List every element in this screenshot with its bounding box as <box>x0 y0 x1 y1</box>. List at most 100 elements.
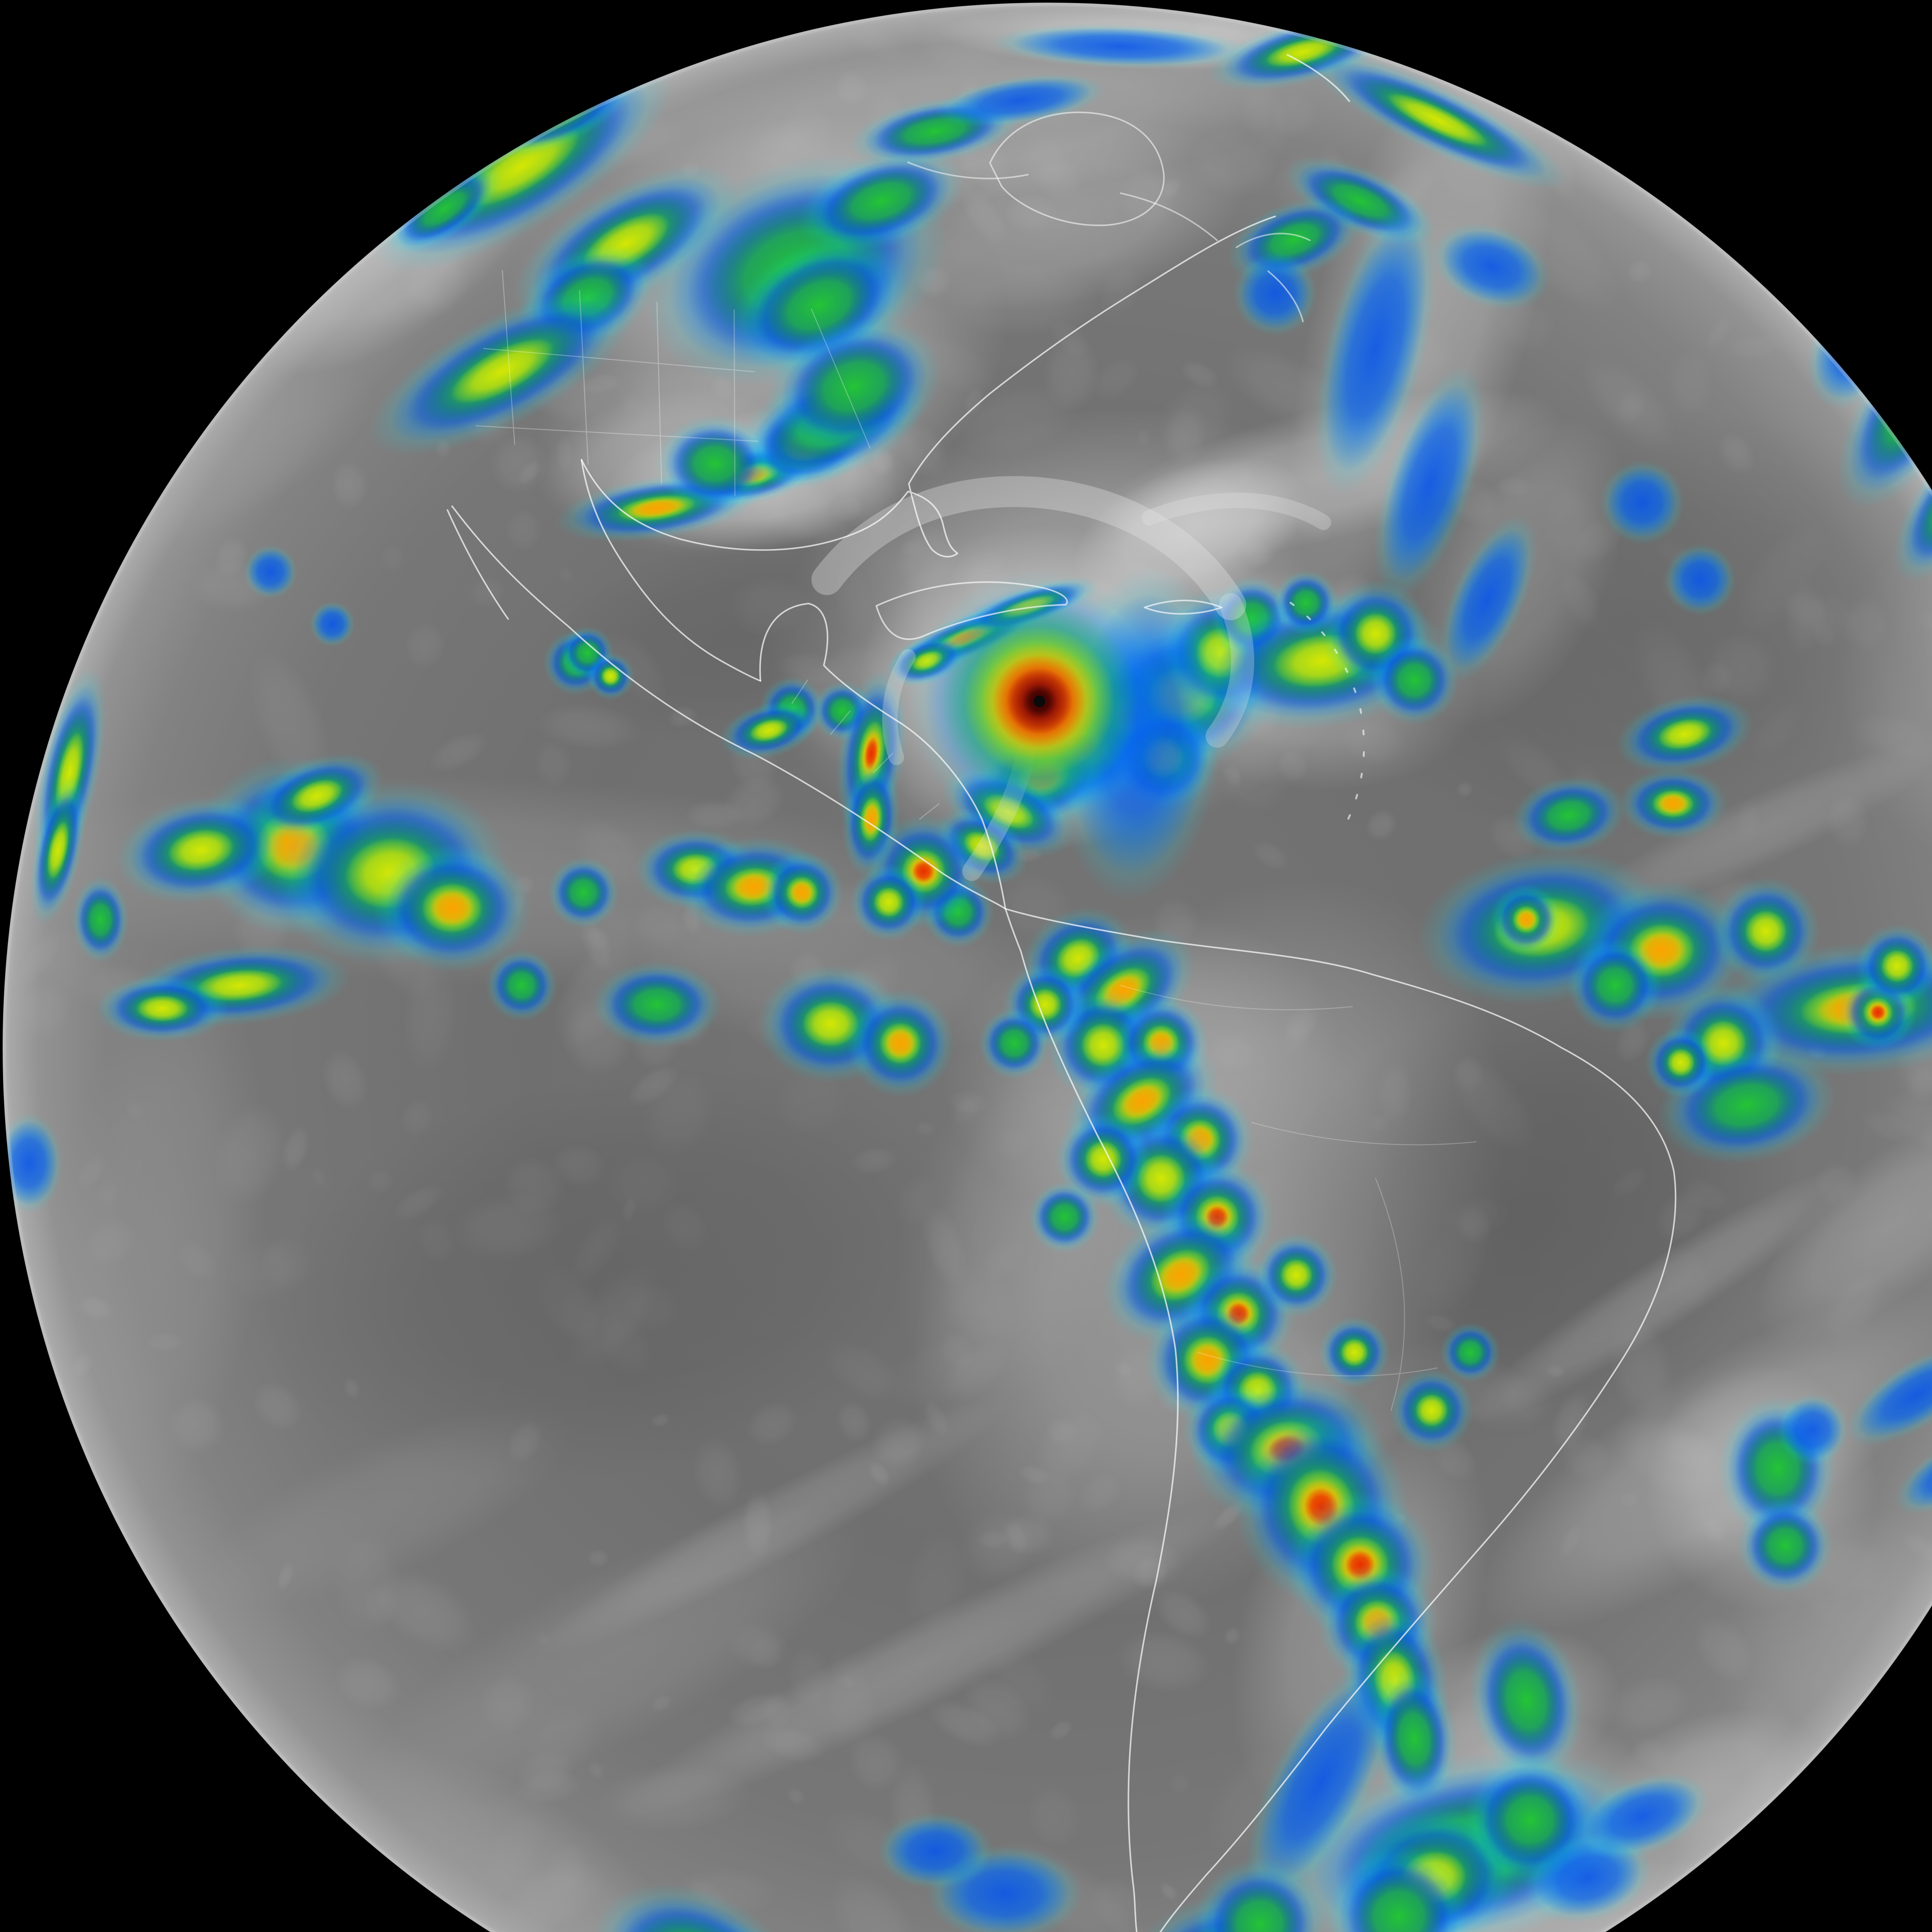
coast-mexico-east <box>581 459 761 682</box>
natl-front-blue-3-blue-ring <box>1383 385 1477 581</box>
cloud-texture <box>1882 1091 1932 1160</box>
top-limb-streak-blue-ring <box>1012 28 1229 65</box>
cloud-texture <box>468 577 506 608</box>
peru-cell-4-green-ring <box>1043 1195 1087 1239</box>
west-limb-low-blue-ring <box>3 1121 57 1205</box>
cloud-texture <box>1607 1676 1691 1734</box>
cloud-texture <box>1365 809 1398 841</box>
peru-cell-2 <box>978 1007 1050 1079</box>
itcz-atl-cell-12-green-ring <box>1586 956 1645 1015</box>
satl-streak-2-blue-ring <box>1905 1437 1932 1507</box>
cloud-texture <box>1116 1629 1212 1694</box>
itcz-pac-cell-8-orange-ring <box>790 881 814 905</box>
se-brazil-rain-3 <box>1776 1394 1848 1466</box>
brazil-cell-1 <box>1254 1233 1338 1317</box>
argentina-cell-3-green-ring <box>1388 1694 1441 1783</box>
uruguay-rain <box>1469 1618 1583 1782</box>
cloud-texture <box>380 544 405 573</box>
cloud-texture <box>587 1761 606 1779</box>
itcz-pac-cell-9-green-ring <box>617 978 697 1031</box>
brazil-cell-2-yellow-ring <box>1340 1338 1368 1366</box>
satl-streak-2 <box>1895 1430 1932 1514</box>
bc-coast-rain <box>387 163 502 254</box>
cloud-texture <box>1704 315 1733 352</box>
ne-limb-streak-yellow-ring <box>1387 93 1488 147</box>
peru-cell-3-yellow-ring <box>1085 1141 1122 1178</box>
west-limb-streak-2-yellow-ring <box>47 821 69 879</box>
colombia-coast-cell <box>850 863 928 941</box>
cloud-bottom-left-rim <box>349 1745 694 1932</box>
itcz-atl-cell-11 <box>1512 776 1626 854</box>
dark-north-atlantic <box>1326 408 1932 844</box>
azores-shower-2 <box>1664 544 1736 616</box>
itcz-atl-cell-5-yellow-ring <box>1745 910 1787 952</box>
natl-front-blue-1 <box>1432 223 1551 310</box>
itcz-atl-cell-3-yellow-ring <box>1658 719 1711 750</box>
outflow-striation-ne <box>1142 493 1331 530</box>
cloud-texture <box>534 740 573 789</box>
newfoundland-rain2-blue-ring <box>1240 259 1310 329</box>
cloud-texture <box>333 1655 401 1711</box>
falkland-storm-sw-green-ring <box>1355 1872 1443 1932</box>
itcz-atl-cell-3 <box>1616 694 1754 774</box>
itcz-atl-cell-9 <box>1855 924 1932 1008</box>
cloud-texture <box>1092 357 1141 400</box>
pac-shower-1-blue-ring <box>248 549 293 595</box>
dark-east-pacific <box>255 1067 981 1483</box>
cloud-texture <box>1168 1773 1191 1795</box>
coast-baja-california <box>447 509 509 620</box>
itcz-pac-cell-4b <box>95 975 230 1042</box>
itcz-atl-cell-9-yellow-ring <box>1881 950 1913 982</box>
hispaniola-north-cell-green-ring <box>1286 583 1326 623</box>
scotia-sea-rain-blue-ring <box>1586 1780 1699 1852</box>
west-limb-streak-2 <box>29 775 87 925</box>
natl-front-blue-2-blue-ring <box>1324 224 1427 471</box>
natl-front-blue-4 <box>1438 515 1537 683</box>
missouri-rain-green-ring <box>800 344 908 429</box>
west-limb-cluster <box>116 796 286 904</box>
se-brazil-rain-2 <box>1737 1498 1833 1594</box>
streak-south-2 <box>533 1395 1012 1657</box>
limb-highlight <box>3 3 1932 1932</box>
guatemala-cells-yellow-ring <box>750 719 788 742</box>
satl-streak-1-blue-ring <box>1857 1352 1932 1438</box>
ne-limb-streak <box>1307 50 1568 189</box>
drake-rain-2-blue-ring <box>887 1819 983 1883</box>
natl-front-blue-4-blue-ring <box>1446 529 1529 669</box>
new-mexico-storm <box>369 286 636 456</box>
itcz-pac-cell-4b-yellow-ring <box>136 995 188 1022</box>
itcz-pac-cell-3 <box>373 844 531 973</box>
outflow-arm-east <box>1206 593 1254 748</box>
streak-south-atlantic <box>1466 1165 1857 1424</box>
falkland-storm-ne <box>1464 1754 1596 1886</box>
pac-shower-2 <box>310 601 355 647</box>
coast-mexico-west <box>451 505 1006 910</box>
azores-shower-1-blue-ring <box>1607 467 1677 537</box>
coast-hispaniola <box>1144 600 1223 615</box>
colombia-coast-cell-yellow-ring <box>874 887 904 917</box>
natl-front-blue-3 <box>1374 366 1486 600</box>
mexico-coast-dot-2 <box>587 652 634 700</box>
brazil-interior-cell <box>1645 1027 1717 1099</box>
hurricane-eye <box>1034 696 1045 707</box>
scotia-rain <box>1194 1858 1326 1932</box>
cloud-texture <box>504 508 542 551</box>
peru-cell-2-green-ring <box>992 1021 1036 1065</box>
pac-shower-2-blue-ring <box>313 605 351 643</box>
mexico-coast-dot-2-yellow-ring <box>601 667 620 685</box>
falkland-storm-sw <box>1327 1845 1471 1932</box>
cloud-texture <box>587 1548 610 1568</box>
itcz-atl-cell-12 <box>1567 937 1663 1033</box>
cloud-texture <box>829 1874 917 1932</box>
itcz-atl-cell-2-orange-ring <box>1658 794 1689 814</box>
cloud-texture <box>1725 334 1782 360</box>
antarctic-arc-nw <box>593 1883 798 1932</box>
missouri-rain <box>767 317 941 456</box>
itcz-atl-cell-2 <box>1619 768 1727 840</box>
streak-north-atlantic <box>1574 743 1932 918</box>
cloud-north-pacific-streak <box>88 370 375 558</box>
puerto-rico-rain <box>1369 635 1459 725</box>
cloud-texture <box>322 1050 369 1110</box>
itcz-atl-cell-8-green-ring <box>1692 1069 1801 1141</box>
